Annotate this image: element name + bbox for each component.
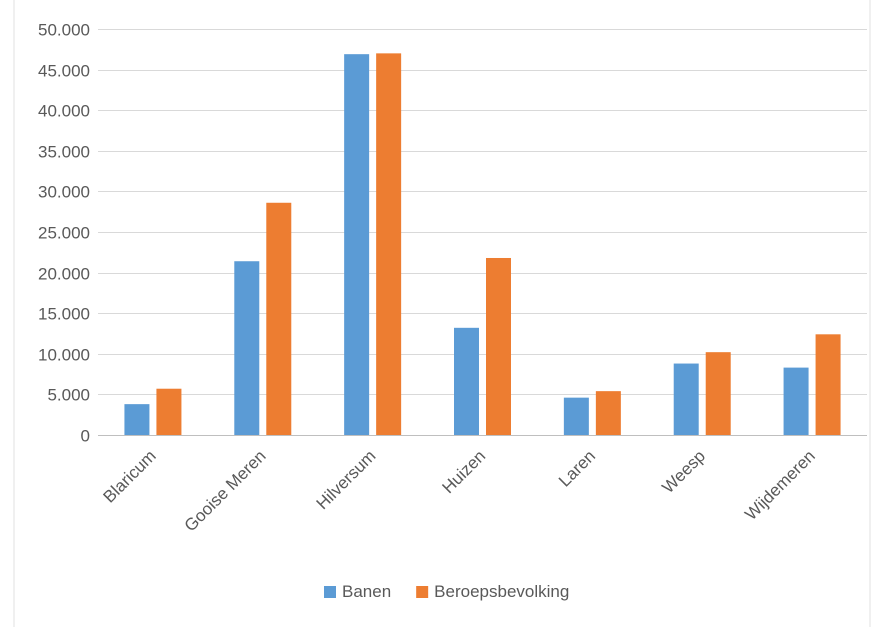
bar-beroepsbevolking-gooise-meren [266,202,292,435]
bar-beroepsbevolking-huizen [486,257,511,435]
y-tick-label: 50.000 [38,21,90,40]
bar-banen-weesp [673,363,699,435]
x-tick-label: Huizen [438,446,489,497]
bar-beroepsbevolking-weesp [705,352,731,435]
y-axis: 0 5.000 10.000 15.000 20.000 25.000 30.000 35.0… [38,21,90,446]
y-tick-label: 25.000 [38,224,90,243]
y-tick-label: 15.000 [38,305,90,324]
y-tick-label: 30.000 [38,183,90,202]
x-tick-label: Blaricum [100,446,160,506]
y-tick-label: 40.000 [38,102,90,121]
legend-swatch-beroepsbevolking [416,586,429,598]
legend-label: Banen [342,582,391,601]
y-tick-label: 45.000 [38,62,90,81]
y-tick-label: 0 [81,427,90,446]
y-tick-label: 10.000 [38,346,90,365]
bar-banen-wijdemeren [783,367,809,435]
x-axis: Blaricum Gooise Meren Hilversum Huizen Laren… [100,446,819,535]
x-tick-label: Wijdemeren [741,446,819,524]
bar-banen-gooise-meren [234,261,260,435]
bar-beroepsbevolking-hilversum [376,53,402,436]
bar-beroepsbevolking-blaricum [156,388,182,435]
legend-swatch-banen [324,586,336,598]
bar-beroepsbevolking-laren [595,391,621,435]
y-tick-label: 35.000 [38,143,90,162]
legend: Banen Beroepsbevolking [324,582,569,601]
gridlines [13,0,871,627]
bar-beroepsbevolking-wijdemeren [815,334,841,435]
bar-banen-laren [563,397,589,435]
bar-banen-hilversum [344,54,370,436]
y-tick-label: 20.000 [38,265,90,284]
bar-banen-blaricum [124,404,150,435]
bars [124,53,841,436]
x-tick-label: Gooise Meren [181,446,270,535]
x-tick-label: Weesp [658,446,709,497]
legend-label: Beroepsbevolking [434,582,569,601]
x-tick-label: Hilversum [313,446,380,513]
y-tick-label: 5.000 [47,386,90,405]
bar-banen-huizen [454,327,479,435]
x-tick-label: Laren [555,446,599,490]
